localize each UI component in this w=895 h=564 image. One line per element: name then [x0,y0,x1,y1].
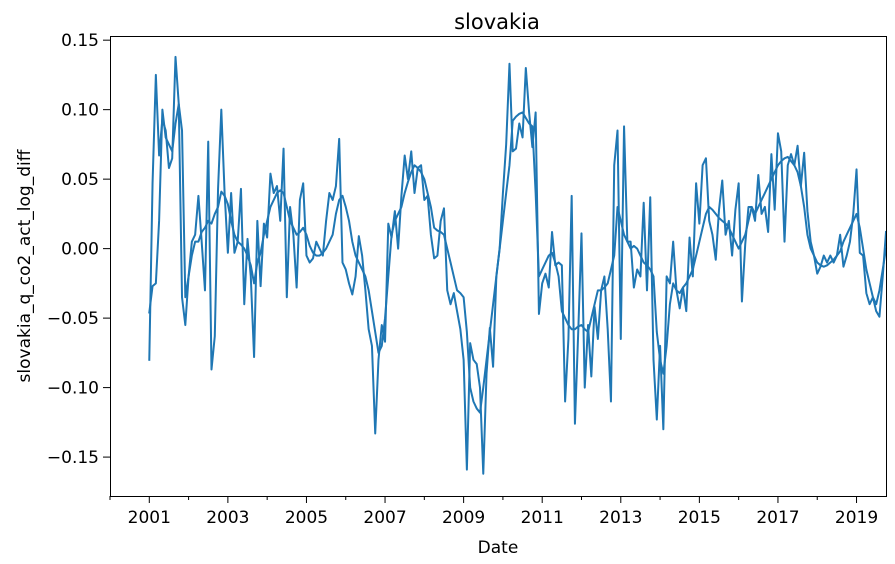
y-tick-label-5: 0.10 [61,101,99,121]
x-axis-ticks: 2001 2003 2005 2007 2009 2011 2013 2015 2017 2019 [109,496,878,528]
plot-frame [110,36,887,497]
x-tick-label-7: 2015 [678,508,721,528]
x-tick-label-6: 2013 [599,508,642,528]
series-line-2 [148,103,888,414]
x-axis-label: Date [478,538,519,558]
y-tick-label-6: 0.15 [61,31,99,51]
y-axis-label: slovakia_q_co2_act_log_diff [15,148,35,382]
x-tick-label-8: 2017 [756,508,799,528]
x-tick-label-2: 2005 [285,508,328,528]
series-line-1 [148,55,888,475]
y-tick-label-0: −0.15 [47,448,99,468]
chart-title: slovakia [454,10,540,34]
series-layer [148,55,888,475]
y-tick-label-1: −0.10 [47,379,99,399]
x-tick-label-5: 2011 [521,508,564,528]
y-axis-ticks: −0.15 −0.10 −0.05 0.00 0.05 0.10 0.15 [47,31,110,468]
x-tick-label-4: 2009 [442,508,485,528]
x-tick-label-9: 2019 [835,508,878,528]
x-tick-label-1: 2003 [206,508,249,528]
y-tick-label-2: −0.05 [47,309,99,329]
x-tick-label-3: 2007 [363,508,406,528]
y-tick-label-3: 0.00 [61,240,99,260]
x-tick-label-0: 2001 [128,508,171,528]
y-tick-label-4: 0.05 [61,170,99,190]
